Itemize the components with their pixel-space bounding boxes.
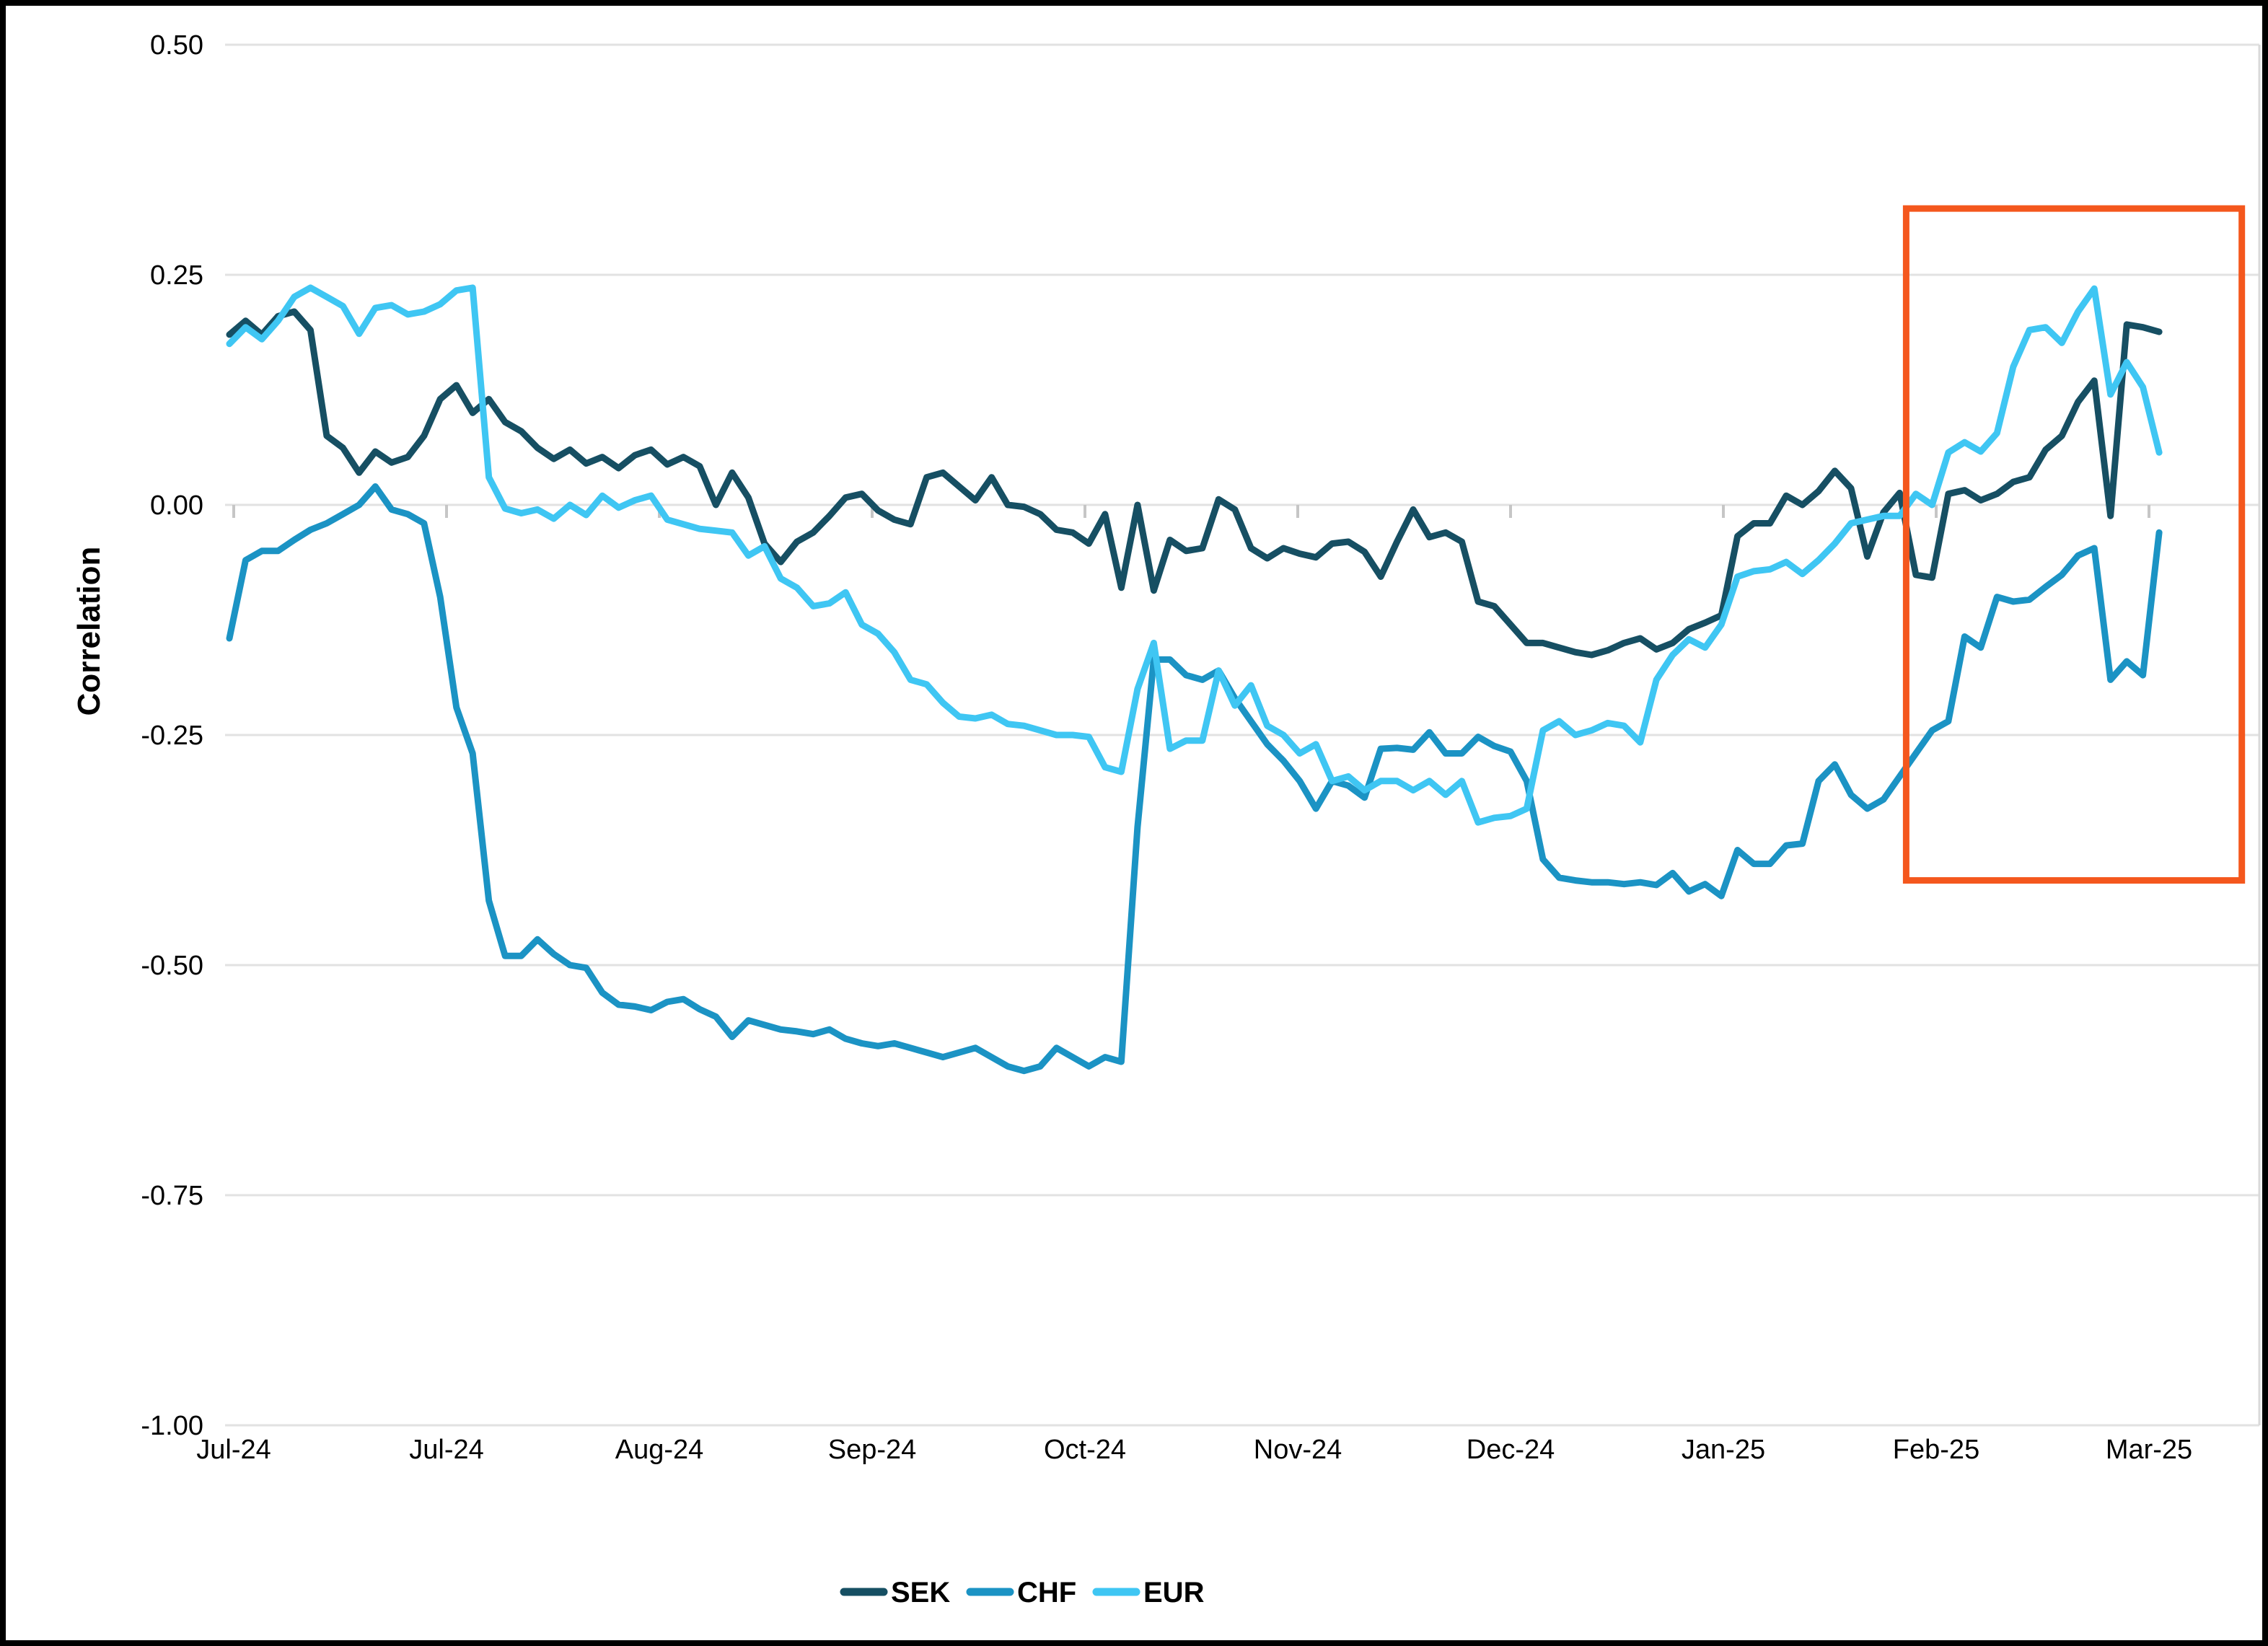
x-tick-label: Sep-24 [828, 1435, 917, 1465]
x-tick-label: Feb-25 [1893, 1435, 1979, 1465]
y-axis-title: Correlation [71, 547, 107, 716]
y-tick-label: -0.25 [141, 721, 203, 751]
series-line-eur [226, 284, 2163, 826]
y-tick-label: -0.75 [141, 1181, 203, 1211]
x-axis-tick-labels: Jul-24 Jul-24 Aug-24 Sep-24 Oct-24 Nov-24 Dec-… [196, 1435, 2192, 1465]
y-tick-label: -1.00 [141, 1411, 203, 1441]
legend-item-eur: EUR [1092, 1577, 1205, 1608]
legend-item-sek: SEK [840, 1577, 950, 1608]
y-tick-label: 0.50 [150, 30, 203, 61]
x-tick-label: Jul-24 [409, 1435, 484, 1465]
series-line-sek [226, 308, 2163, 659]
legend-label: EUR [1143, 1577, 1205, 1608]
x-tick-label: Jul-24 [196, 1435, 271, 1465]
highlight-rectangle [1902, 205, 2246, 884]
y-tick-label: 0.25 [150, 260, 203, 291]
legend-item-chf: CHF [966, 1577, 1076, 1608]
y-tick-label: -0.50 [141, 951, 203, 981]
x-tick-label: Nov-24 [1254, 1435, 1342, 1465]
series-line-chf [226, 483, 2163, 1075]
gridlines [225, 43, 2259, 1427]
legend-label: SEK [891, 1577, 950, 1608]
x-tick-label: Aug-24 [615, 1435, 704, 1465]
data-series-lines [226, 284, 2163, 1075]
x-tick-label: Jan-25 [1682, 1435, 1765, 1465]
y-axis-tick-labels: 0.50 0.25 0.00 -0.25 -0.50 -0.75 -1.00 [141, 30, 203, 1441]
x-tick-label: Oct-24 [1044, 1435, 1126, 1465]
y-tick-label: 0.00 [150, 490, 203, 521]
x-tick-label: Dec-24 [1467, 1435, 1555, 1465]
legend: SEK CHF EUR [840, 1577, 1205, 1608]
legend-label: CHF [1017, 1577, 1076, 1608]
x-tick-label: Mar-25 [2106, 1435, 2192, 1465]
